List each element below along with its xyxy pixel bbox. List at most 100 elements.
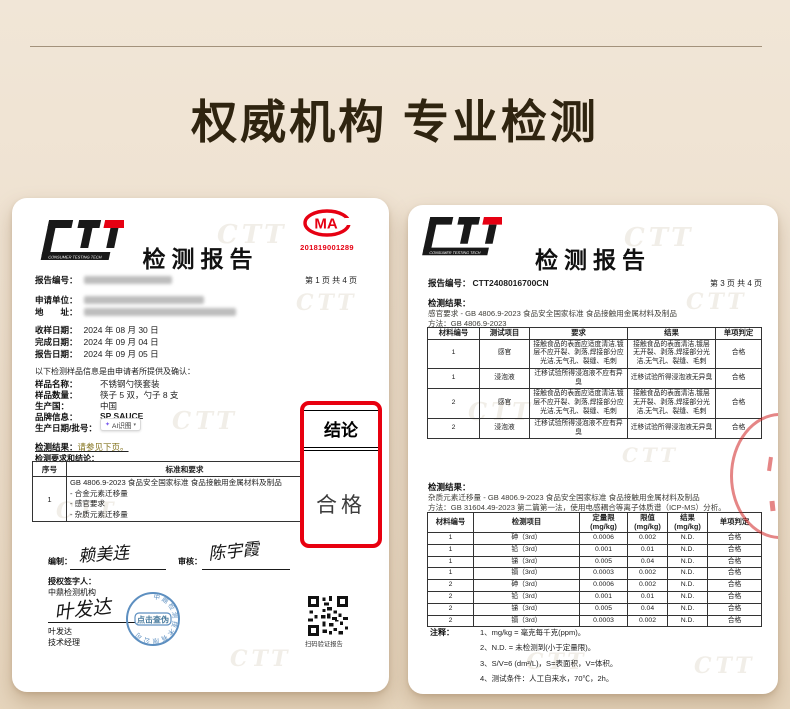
table-header-row: 序号 标准和要求 [32,461,303,477]
report-left: CTT CTT CTT CTT CTT CONSUMER TESTING TEC… [12,198,389,692]
column-header: 单项判定 [715,327,762,340]
table-cell: 0.001 [579,543,628,557]
table-caption-text: 检测要求和结论： [35,454,99,463]
conclusion-header: 结论 [304,410,378,448]
field-label: 品牌信息： [35,412,78,422]
table-cell: 0.04 [627,555,668,569]
sample-row: 生产国： [35,400,69,412]
field-value: 中国 [100,401,118,411]
migration-results-table: 材料编号 检测项目 定量限 (mg/kg) 限值 (mg/kg) 结果 (mg/kg) 单… [427,512,762,628]
ctt-logo-icon: CONSUMER TESTING TECH [40,220,124,260]
table-row: 1 镉（3rd） 0.0003 0.002 N.D. 合格 [427,567,762,581]
date-label: 收样日期： [35,325,78,335]
table-cell: 0.01 [627,590,668,604]
table-cell: 迁移试验所得浸泡液不应有异臭 [529,367,628,390]
table-cell: 0.002 [627,532,668,545]
date-label: 报告日期： [35,349,78,359]
table-header-row: 材料编号 检测项目 定量限 (mg/kg) 限值 (mg/kg) 结果 (mg/kg) 单… [427,512,762,533]
standard-line: 感官要求 - GB 4806.9-2023 食品安全国家标准 食品接触用金属材料… [428,309,677,318]
divider [30,46,762,47]
table-cell: 合格 [707,532,762,545]
table-cell: 迁移试验所得浸泡液不应有异臭 [529,417,628,440]
conclusion-highlight-box: 结论 合格 [300,401,382,548]
section-heading: 检测结果： [428,482,471,492]
conclusion-divider [304,448,378,451]
column-header: 要求 [529,327,628,340]
sample-row: 生产日期/批号： [35,422,97,434]
field-label: 样品数量： [35,390,78,400]
prepared-label: 编制： [48,557,72,566]
sensory-results-table: 材料编号 测试项目 要求 结果 单项判定 1 感官 接触食品的表面应适度清洁,镀层不应开裂、… [427,327,762,440]
table-cell: 1 [427,555,474,569]
field-value: 筷子 5 双，勺子 8 支 [100,390,179,400]
sample-note: 以下检测样品信息是由申请者所提供及确认： [35,367,195,376]
table-cell: 0.01 [627,543,668,557]
table-cell: 迁移试验所得浸泡液无异臭 [627,417,716,440]
table-cell: 2 [427,417,480,440]
org-name: 中鼎检测机构 [48,588,96,597]
result-value: 请参见下页。 [77,442,129,452]
ai-image-search-button[interactable]: ✦ AI识图 ▾ [100,418,141,431]
table-cell: 镉（3rd） [473,614,580,628]
cma-letters: MA [314,216,337,233]
list-line: - 合金元素迁移量 [70,488,128,498]
method-line: 方法：GB 4806.9-2023 [428,319,507,328]
date-value: 2024 年 09 月 05 日 [83,349,159,359]
column-header: 材料编号 [427,512,474,533]
date-row: 收样日期： 2024 年 08 月 30 日 [35,324,159,336]
table-cell: N.D. [667,579,708,592]
table-cell: 2 [427,590,474,604]
report-no-label: 报告编号： [35,275,78,285]
standard-name: GB 4806.9-2023 食品安全国家标准 食品接触用金属材料及制品 [70,478,282,487]
address-label: 地 址： [35,307,78,317]
table-cell: 1 [427,543,474,557]
table-header-row: 材料编号 测试项目 要求 结果 单项判定 [427,327,762,340]
report-title: 检测报告 [535,248,651,273]
applicant-row: 申请单位： [35,294,204,306]
column-header: 定量限 (mg/kg) [579,512,628,533]
table-cell: N.D. [667,614,708,628]
watermark-text: CTT [172,406,238,435]
table-cell: 合格 [707,579,762,592]
verification-stamp-icon: 中鼎检测技术有限公司 点击查伪 [126,592,180,646]
watermark-text: CTT [686,289,748,315]
table-cell: 铅（3rd） [473,543,580,557]
table-cell: 锑（3rd） [473,602,580,616]
column-header: 结果 (mg/kg) [667,512,708,533]
report-title: 检测报告 [142,247,259,272]
table-cell: 2 [427,388,480,419]
section-heading: 检测结果： [428,298,471,308]
sample-row: 样品数量： [35,389,78,401]
standard-line: 杂质元素迁移量 - GB 4806.9-2023 食品安全国家标准 食品接触用金… [428,493,700,502]
table-cell: 合格 [707,614,762,628]
column-header: 测试项目 [479,327,530,340]
column-header: 结果 [627,327,716,340]
table-cell: 0.0003 [579,614,628,628]
table-cell: 感官 [479,338,530,369]
report-no-row: 报告编号： CTT2408016700CN [428,277,549,289]
result-label: 检测结果： [35,442,78,452]
stamp-center-text: 点击查伪 [137,615,169,625]
page-indicator: 第 3 页 共 4 页 [709,279,762,288]
table-cell: 接触食品的表面清洁,镀层无开裂、剥落,焊接部分光洁,无气孔、裂缝、毛刺 [627,388,716,419]
cma-icon: MA [303,209,351,237]
address-row: 地 址： [35,306,236,318]
table-cell: 0.002 [627,614,668,628]
qr-caption: 扫码验证报告 [305,641,343,648]
sparkle-icon: ✦ [105,422,111,428]
logo-subtext: CONSUMER TESTING TECH [429,250,481,255]
table-cell: 浸泡液 [479,367,530,390]
table-cell: 砷（3rd） [473,579,580,592]
table-cell: N.D. [667,602,708,616]
redacted-report-no [83,276,172,284]
report-no-row: 报告编号： [35,274,172,286]
table-cell: N.D. [667,532,708,545]
authorized-signature: 叶发达 [53,595,113,625]
table-cell: 感官 [479,388,530,419]
signer-name: 叶发达 [48,627,72,636]
table-cell: 2 [427,579,474,592]
table-cell: N.D. [667,555,708,569]
table-cell: GB 4806.9-2023 食品安全国家标准 食品接触用金属材料及制品 - 合… [66,476,303,522]
conclusion-value: 合格 [316,493,366,517]
